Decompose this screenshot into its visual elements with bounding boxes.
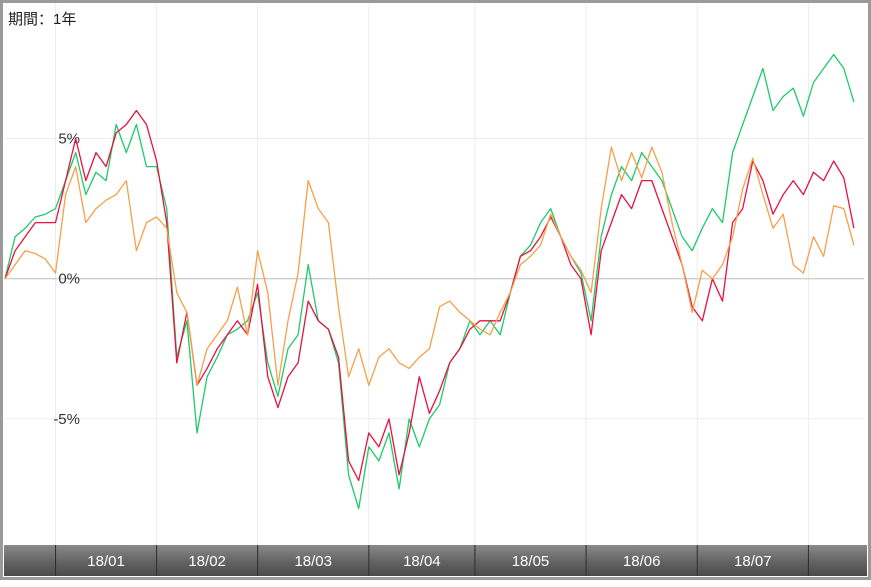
x-axis-separators (55, 545, 809, 576)
series-line-1 (4, 109, 855, 482)
x-tick-label: 18/07 (734, 553, 772, 570)
x-tick-label: 18/04 (403, 553, 441, 570)
x-tick-label: 18/03 (294, 553, 332, 570)
series-lines (4, 53, 855, 510)
y-tick-label: 0% (58, 271, 80, 288)
x-tick-label: 18/06 (623, 553, 661, 570)
vertical-gridlines (55, 4, 809, 545)
horizontal-gridlines (5, 138, 864, 420)
x-axis-labels: 18/01 18/02 18/03 18/04 18/05 18/06 18/07 (87, 553, 771, 570)
x-tick-label: 18/01 (87, 553, 125, 570)
period-label: 期間：1年 (8, 11, 77, 28)
x-tick-label: 18/02 (188, 553, 226, 570)
x-axis-bar (4, 545, 867, 576)
y-tick-label: -5% (53, 411, 80, 428)
series-line-0 (4, 53, 855, 510)
series-line-2 (4, 146, 855, 386)
x-tick-label: 18/05 (512, 553, 550, 570)
